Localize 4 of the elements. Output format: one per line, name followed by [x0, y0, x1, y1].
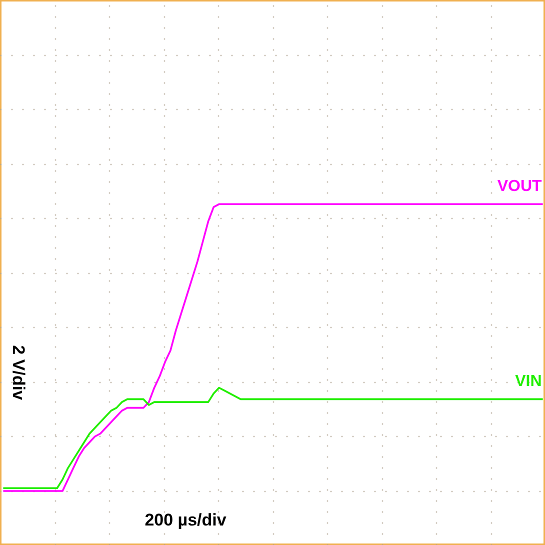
series-label: VOUT: [497, 178, 542, 196]
y-axis-title: 2 V/div: [9, 345, 28, 400]
series-label: VIN: [515, 373, 542, 390]
x-axis-title: 200 µs/div: [144, 510, 227, 530]
